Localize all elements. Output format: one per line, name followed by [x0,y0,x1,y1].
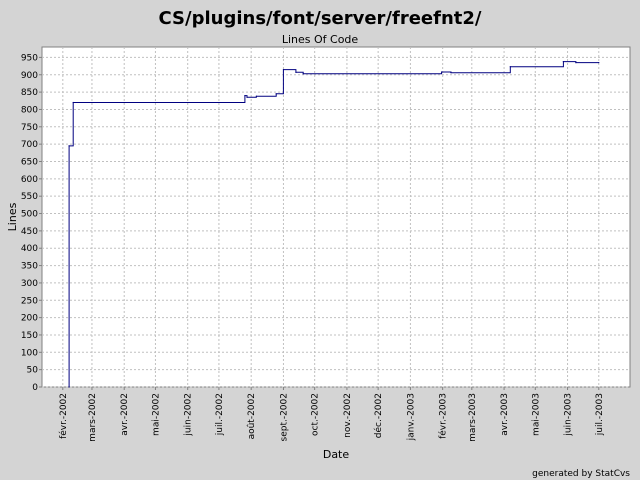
data-point [275,93,277,95]
x-tick-label: nov.-2002 [343,393,353,438]
y-tick-label: 750 [21,123,38,133]
data-point [450,72,452,74]
series-line [68,61,599,387]
x-axis-ticks: févr.-2002 mars-2002 avr.-2002 mai-2002 juin… [58,387,605,442]
plot-area [41,46,631,388]
data-point [295,71,297,73]
y-tick-label: 200 [21,314,38,324]
data-point [441,71,443,73]
y-axis-ticks: 0 50 100 150 200 250 300 350 400 450 500 550 600 650 7… [21,53,42,393]
y-tick-label: 100 [21,348,38,358]
data-point [68,386,70,388]
generated-by-credit: generated by StatCvs [532,469,630,479]
y-tick-label: 950 [21,53,38,63]
y-tick-label: 600 [21,175,38,185]
y-tick-label: 450 [21,227,38,237]
y-tick-label: 700 [21,140,38,150]
data-point [72,101,74,104]
y-tick-label: 250 [21,296,38,306]
y-tick-label: 800 [21,105,38,115]
x-tick-label: déc.-2002 [373,393,384,438]
x-tick-label: mai-2003 [531,393,541,436]
x-tick-label: mars-2002 [88,393,98,442]
x-tick-label: avr.-2003 [500,393,510,436]
y-tick-label: 550 [21,192,38,202]
x-tick-label: mars-2003 [468,393,478,442]
y-tick-label: 350 [21,262,38,272]
grid [42,47,630,388]
y-tick-label: 0 [32,383,38,393]
data-point [302,73,304,75]
x-tick-label: avr.-2002 [120,393,130,436]
x-tick-label: juil.-2003 [595,393,605,436]
data-point [246,96,248,98]
y-tick-label: 900 [21,71,38,81]
y-tick-label: 150 [21,331,38,341]
chart-title: CS/plugins/font/server/freefnt2/ [159,8,482,29]
x-tick-label: févr.-2003 [438,393,449,439]
y-axis-label: Lines [6,202,19,231]
data-point [598,62,600,64]
x-tick-label: août-2002 [247,393,257,439]
x-axis-label: Date [323,448,350,461]
x-tick-label: janv.-2003 [406,393,416,441]
x-tick-label: févr.-2002 [58,393,69,439]
y-tick-label: 400 [21,244,38,254]
y-tick-label: 300 [21,279,38,289]
y-tick-label: 650 [21,157,38,167]
data-point [282,68,285,71]
data-point [562,60,564,63]
data-point [575,62,577,64]
x-tick-label: juin-2003 [564,393,574,437]
y-tick-label: 500 [21,210,38,220]
x-tick-label: juin-2002 [184,393,194,437]
x-tick-label: sept.-2002 [279,393,289,441]
data-point [255,95,257,97]
chart-subtitle: Lines Of Code [282,33,359,46]
y-tick-label: 850 [21,88,38,98]
series-layer [68,60,600,388]
x-tick-label: mai-2002 [151,393,161,436]
data-point [244,94,246,97]
x-tick-label: juil.-2002 [215,393,225,436]
y-tick-label: 50 [27,366,39,376]
data-point [68,145,70,147]
data-point [509,66,511,68]
x-tick-label: oct.-2002 [311,393,321,436]
